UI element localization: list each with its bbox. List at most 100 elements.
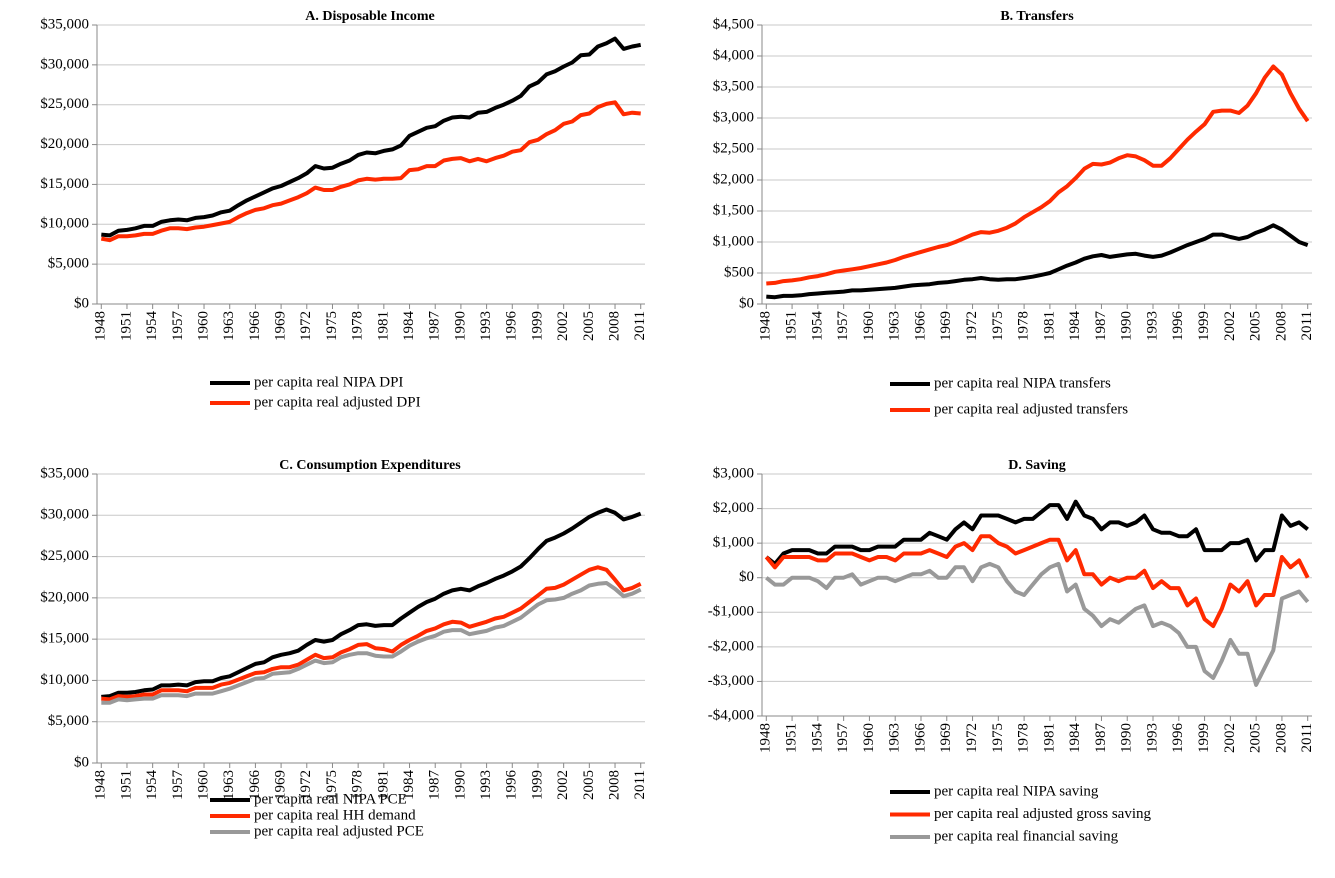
x-tick-label: 1981	[1041, 311, 1057, 341]
legend-label: per capita real NIPA PCE	[254, 791, 407, 807]
legend-label: per capita real NIPA DPI	[254, 374, 403, 390]
y-tick-label: $1,000	[713, 535, 754, 551]
x-tick-label: 1996	[1170, 723, 1186, 754]
y-tick-label: $4,500	[713, 16, 754, 32]
x-tick-label: 1981	[375, 770, 391, 800]
x-tick-label: 1984	[1067, 311, 1083, 342]
x-tick-label: 1957	[170, 770, 186, 801]
chart-title: C. Consumption Expenditures	[279, 458, 461, 473]
x-tick-label: 1987	[427, 311, 443, 342]
y-tick-label: $2,000	[713, 500, 754, 516]
x-tick-label: 1984	[1067, 723, 1083, 754]
series-line	[765, 499, 1309, 566]
y-tick-label: $3,500	[713, 78, 754, 94]
y-tick-label: $20,000	[40, 136, 89, 152]
x-tick-label: 1966	[247, 770, 263, 801]
x-tick-label: 1999	[1196, 723, 1212, 753]
x-tick-label: 1993	[1144, 311, 1160, 341]
x-tick-label: 1966	[912, 723, 928, 754]
x-tick-label: 1972	[298, 770, 314, 800]
chart-title: D. Saving	[1008, 458, 1066, 473]
y-tick-label: $20,000	[40, 589, 89, 605]
x-tick-label: 1987	[1093, 723, 1109, 754]
series-line	[100, 100, 641, 243]
x-tick-label: 2005	[1248, 723, 1264, 753]
x-tick-label: 1963	[221, 311, 237, 341]
x-tick-label: 1978	[350, 770, 366, 800]
legend-label: per capita real adjusted DPI	[254, 394, 421, 410]
legend-label: per capita real adjusted gross saving	[934, 806, 1152, 822]
x-tick-label: 1972	[964, 723, 980, 753]
x-tick-label: 1960	[861, 723, 877, 753]
y-tick-label: $10,000	[40, 216, 89, 232]
x-tick-label: 1984	[401, 770, 417, 801]
x-tick-label: 1972	[298, 311, 314, 341]
series-line	[101, 36, 642, 238]
x-tick-label: 2011	[632, 770, 648, 799]
x-tick-label: 1975	[324, 311, 340, 341]
x-tick-label: 1960	[195, 770, 211, 800]
series-line	[766, 223, 1309, 300]
x-tick-label: 2011	[1299, 311, 1315, 340]
x-tick-label: 2008	[1273, 723, 1289, 753]
x-tick-label: 1966	[247, 311, 263, 342]
x-tick-label: 1963	[887, 311, 903, 341]
series-line	[101, 565, 642, 702]
y-tick-label: -$3,000	[708, 673, 754, 689]
x-tick-label: 1990	[1119, 723, 1135, 753]
x-tick-label: 1990	[452, 770, 468, 800]
x-tick-label: 1966	[912, 311, 928, 342]
x-tick-label: 2008	[606, 311, 622, 341]
y-tick-label: $30,000	[40, 56, 89, 72]
x-tick-label: 1969	[938, 311, 954, 341]
y-tick-label: $10,000	[40, 672, 89, 688]
x-tick-label: 1981	[375, 311, 391, 341]
y-tick-label: $1,000	[713, 233, 754, 249]
x-tick-label: 1993	[478, 311, 494, 341]
legend-label: per capita real NIPA saving	[934, 783, 1099, 799]
x-tick-label: 1975	[990, 311, 1006, 341]
legend-label: per capita real NIPA transfers	[934, 375, 1111, 391]
x-tick-label: 1963	[887, 723, 903, 753]
y-tick-label: $0	[74, 295, 89, 311]
x-tick-label: 1963	[221, 770, 237, 800]
y-tick-label: $25,000	[40, 548, 89, 564]
y-tick-label: $5,000	[48, 713, 89, 729]
series-line	[764, 534, 1310, 629]
y-tick-label: $0	[74, 754, 89, 770]
x-tick-label: 1975	[990, 723, 1006, 753]
x-tick-label: 1960	[195, 311, 211, 341]
x-tick-label: 2002	[555, 311, 571, 341]
x-tick-label: 1954	[809, 311, 825, 342]
legend-label: per capita real adjusted transfers	[934, 401, 1128, 417]
x-tick-label: 2008	[606, 770, 622, 800]
x-tick-label: 2005	[581, 311, 597, 341]
y-tick-label: $2,500	[713, 140, 754, 156]
x-tick-label: 1954	[144, 311, 160, 342]
x-tick-label: 1969	[273, 311, 289, 341]
x-tick-label: 1948	[758, 723, 774, 753]
x-tick-label: 1996	[1170, 311, 1186, 342]
x-tick-label: 1978	[1016, 723, 1032, 753]
y-tick-label: $15,000	[40, 176, 89, 192]
x-tick-label: 1957	[835, 311, 851, 342]
x-tick-label: 1951	[118, 311, 134, 341]
x-tick-label: 1978	[350, 311, 366, 341]
series-line	[101, 581, 642, 705]
x-tick-label: 1948	[93, 770, 109, 800]
x-tick-label: 2002	[555, 770, 571, 800]
x-tick-label: 2011	[632, 311, 648, 340]
x-tick-label: 2005	[581, 770, 597, 800]
x-tick-label: 1951	[784, 723, 800, 753]
y-tick-label: $3,000	[713, 465, 754, 481]
chart-title: B. Transfers	[1000, 9, 1074, 24]
x-tick-label: 2008	[1273, 311, 1289, 341]
x-tick-label: 1996	[504, 770, 520, 801]
x-tick-label: 1987	[427, 770, 443, 801]
x-tick-label: 1993	[1144, 723, 1160, 753]
x-tick-label: 1957	[835, 723, 851, 754]
x-tick-label: 2005	[1248, 311, 1264, 341]
series-line	[765, 561, 1310, 687]
chart-title: A. Disposable Income	[305, 9, 435, 24]
legend-label: per capita real HH demand	[254, 807, 416, 823]
